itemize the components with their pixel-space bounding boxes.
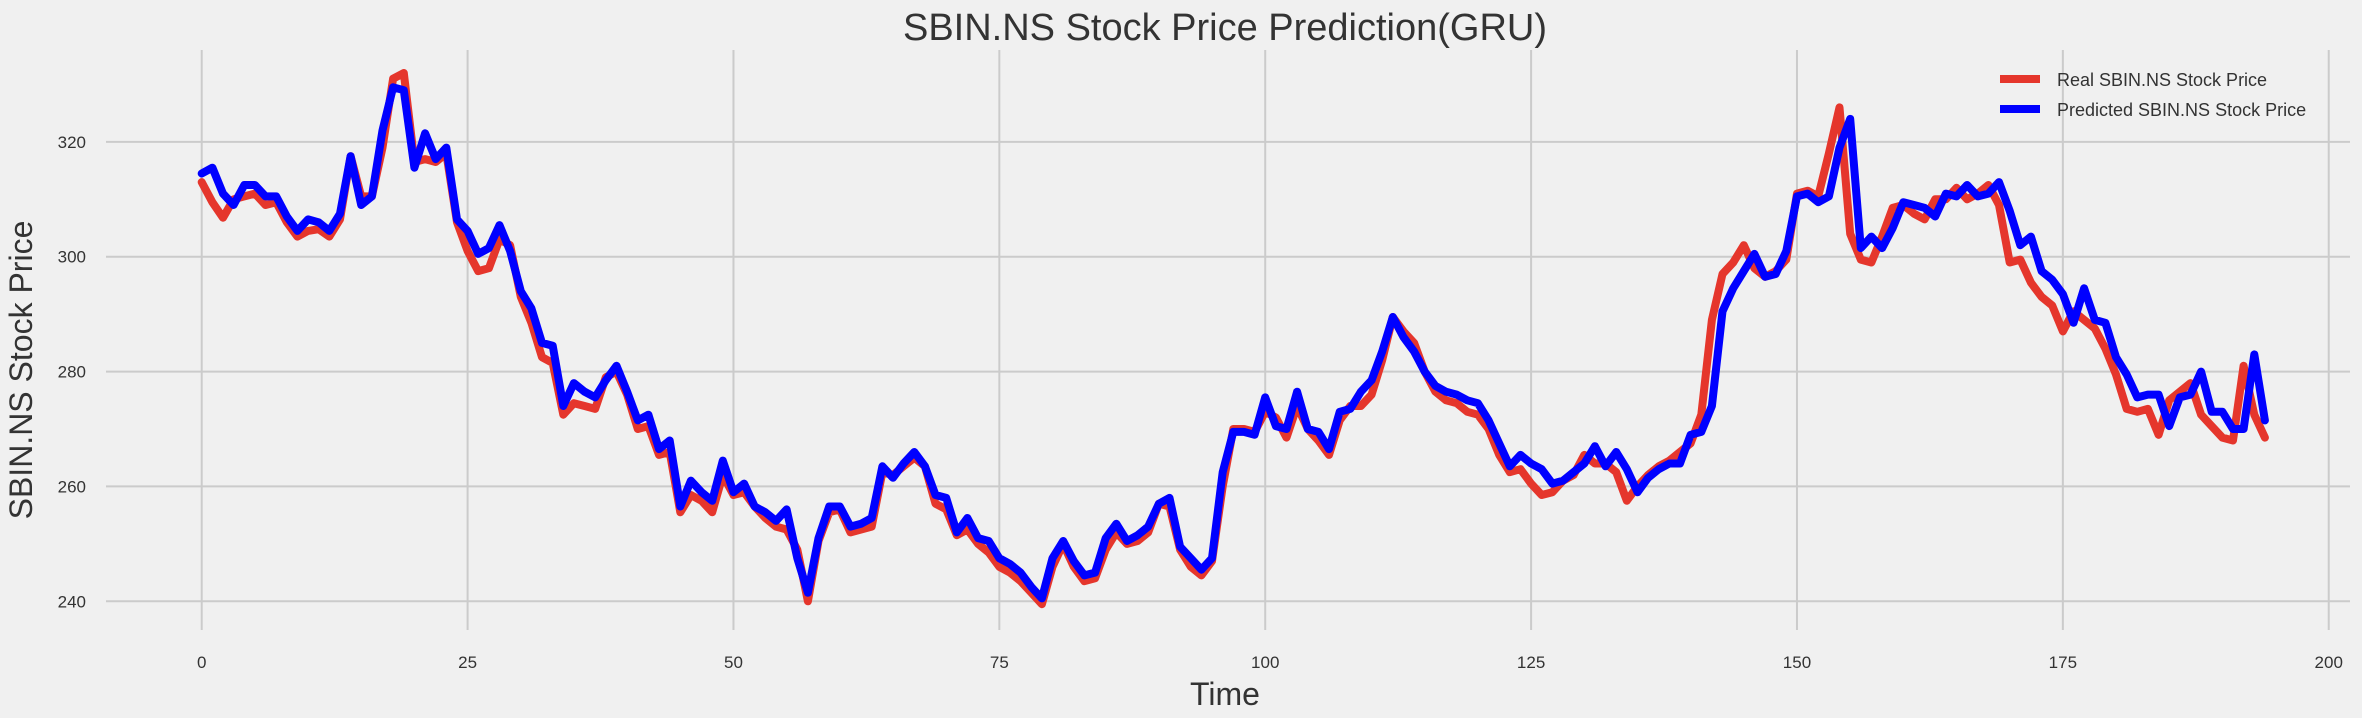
- series-line-predicted: [197, 83, 2269, 603]
- x-tick-label: 150: [1783, 653, 1811, 672]
- tick-labels: 0 25 50 75 100 125 150 175 200 240 260 280 300 320: [58, 133, 2343, 672]
- y-tick-label: 300: [58, 248, 86, 267]
- x-tick-label: 25: [458, 653, 477, 672]
- chart-title: SBIN.NS Stock Price Prediction(GRU): [903, 7, 1547, 49]
- x-tick-label: 50: [724, 653, 743, 672]
- y-axis-title: SBIN.NS Stock Price: [3, 221, 39, 520]
- y-tick-label: 280: [58, 363, 86, 382]
- x-tick-label: 175: [2049, 653, 2077, 672]
- y-tick-label: 260: [58, 477, 86, 496]
- legend-label-predicted: Predicted SBIN.NS Stock Price: [2057, 100, 2306, 120]
- y-tick-label: 320: [58, 133, 86, 152]
- x-tick-label: 0: [197, 653, 206, 672]
- x-tick-label: 200: [2315, 653, 2343, 672]
- x-tick-label: 125: [1517, 653, 1545, 672]
- legend-label-real: Real SBIN.NS Stock Price: [2057, 70, 2267, 90]
- legend: Real SBIN.NS Stock Price Predicted SBIN.…: [2000, 70, 2306, 120]
- x-axis-title: Time: [1190, 676, 1260, 712]
- y-tick-label: 240: [58, 592, 86, 611]
- x-tick-label: 75: [990, 653, 1009, 672]
- series-layer: [197, 69, 2269, 609]
- x-tick-label: 100: [1251, 653, 1279, 672]
- grid: [106, 50, 2350, 630]
